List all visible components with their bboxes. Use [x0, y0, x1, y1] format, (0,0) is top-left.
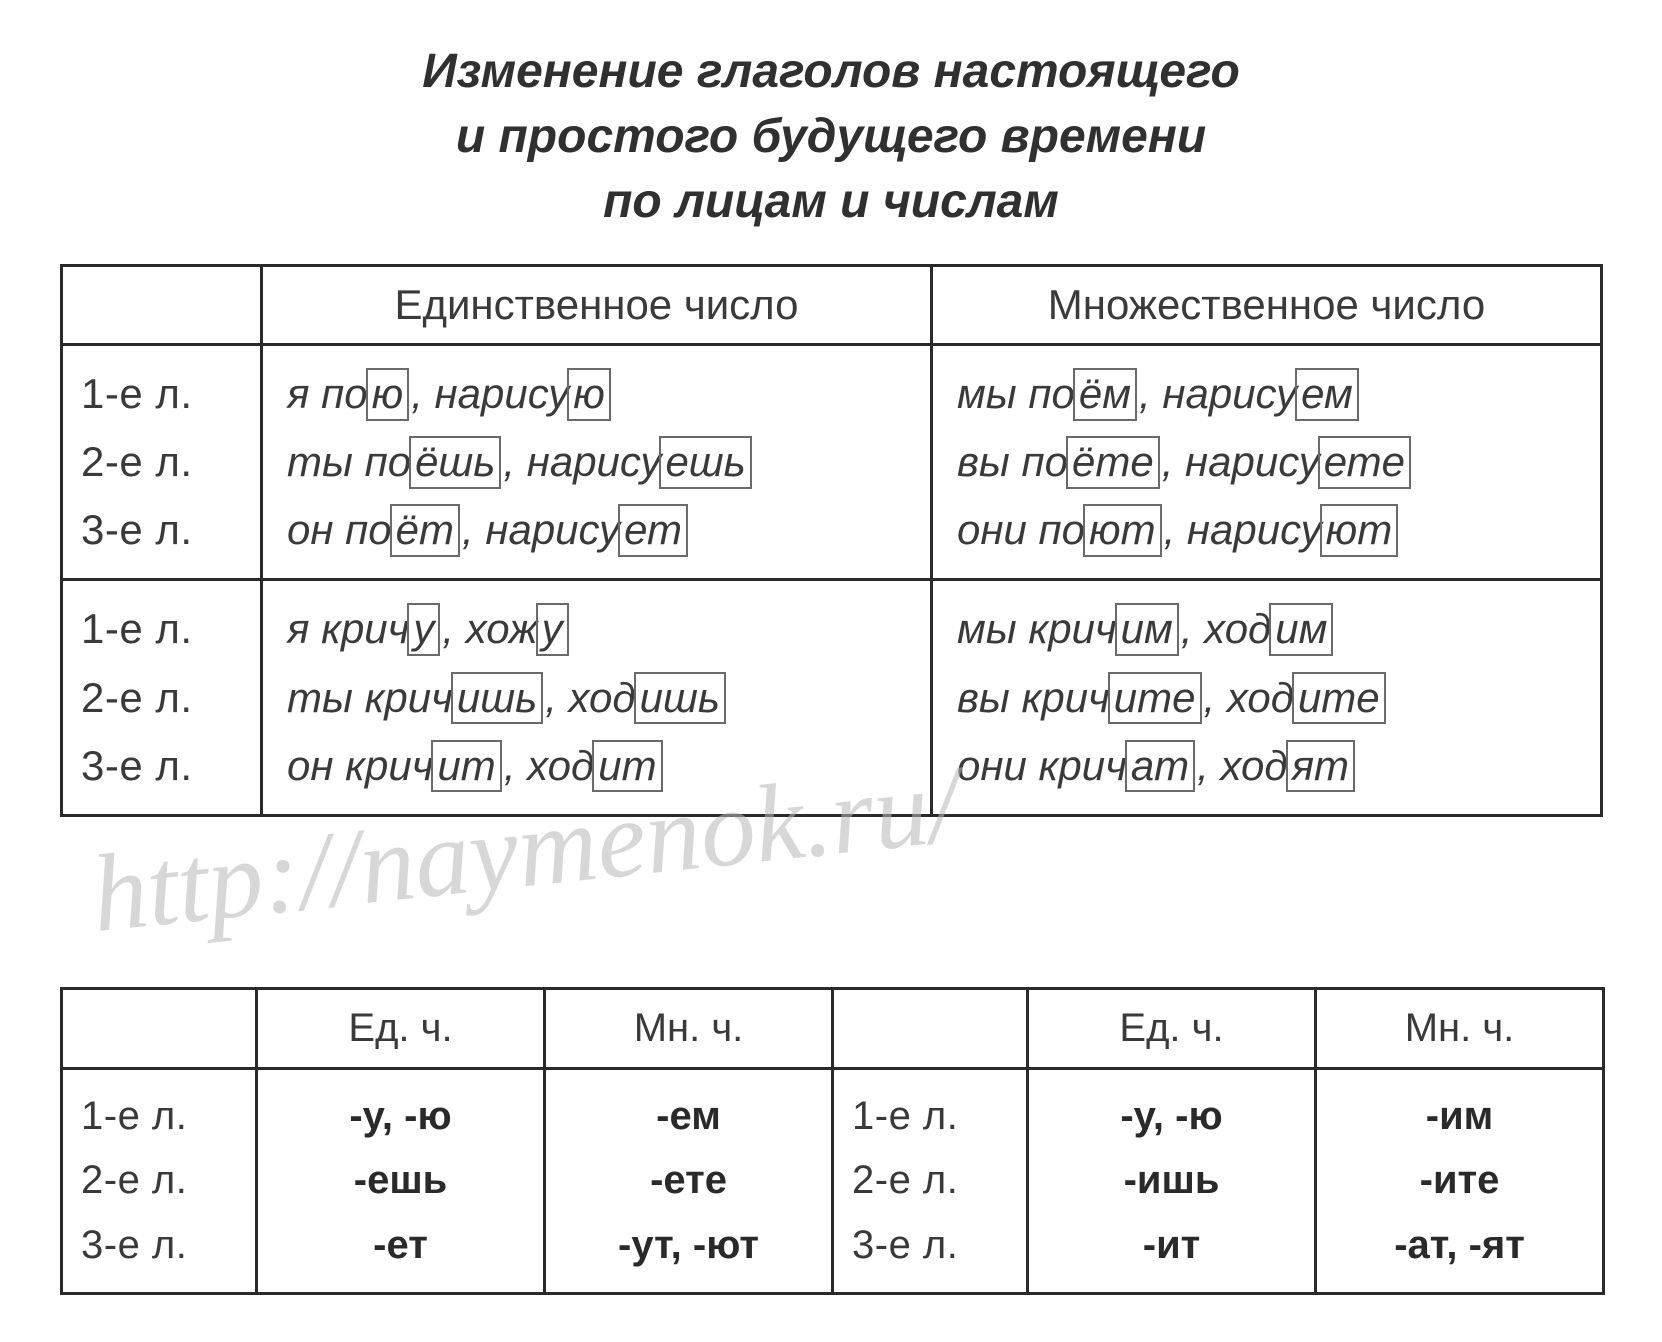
- conjugation-examples-table: Единственное число Множественное число 1…: [60, 264, 1603, 816]
- conj1-sg: -у, -ю -ешь -ет: [257, 1068, 545, 1293]
- form-line: они поют, нарисуют: [957, 496, 1588, 564]
- group1-singular: я пою, нарисую ты поёшь, нарисуешь он по…: [262, 345, 932, 580]
- group2-plural: мы кричим, ходим вы кричите, ходите они …: [932, 580, 1602, 815]
- form-line: вы поёте, нарисуете: [957, 428, 1588, 496]
- person-3: 3-е л.: [81, 732, 256, 800]
- header-blank: [833, 988, 1028, 1068]
- conj2-pl: -им -ите -ат, -ят: [1316, 1068, 1604, 1293]
- form-line: я пою, нарисую: [287, 360, 918, 428]
- persons-col: 1-е л. 2-е л. 3-е л.: [62, 1068, 257, 1293]
- person-3: 3-е л.: [81, 496, 256, 564]
- group1-plural: мы поём, нарисуем вы поёте, нарисуете он…: [932, 345, 1602, 580]
- group2-singular: я кричу, хожу ты кричишь, ходишь он крич…: [262, 580, 932, 815]
- persons-col: 1-е л. 2-е л. 3-е л.: [833, 1068, 1028, 1293]
- form-line: он кричит, ходит: [287, 732, 918, 800]
- conj1-pl: -ем -ете -ут, -ют: [545, 1068, 833, 1293]
- person-2: 2-е л.: [81, 664, 256, 732]
- persons-col: 1-е л. 2-е л. 3-е л.: [62, 345, 262, 580]
- form-line: он поёт, нарисует: [287, 496, 918, 564]
- form-line: мы поём, нарисуем: [957, 360, 1588, 428]
- form-line: мы кричим, ходим: [957, 595, 1588, 663]
- header-sg: Ед. ч.: [1028, 988, 1316, 1068]
- header-pl: Мн. ч.: [545, 988, 833, 1068]
- conj2-sg: -у, -ю -ишь -ит: [1028, 1068, 1316, 1293]
- header-blank: [62, 988, 257, 1068]
- group-2-row: 1-е л. 2-е л. 3-е л. я кричу, хожу ты кр…: [62, 580, 1602, 815]
- person-1: 1-е л.: [81, 360, 256, 428]
- header-singular: Единственное число: [262, 266, 932, 345]
- title-line-2: и простого будущего времени: [456, 110, 1206, 163]
- endings-summary-table: Ед. ч. Мн. ч. Ед. ч. Мн. ч. 1-е л. 2-е л…: [60, 987, 1605, 1295]
- form-line: ты кричишь, ходишь: [287, 664, 918, 732]
- group-1-row: 1-е л. 2-е л. 3-е л. я пою, нарисую ты п…: [62, 345, 1602, 580]
- endings-row: 1-е л. 2-е л. 3-е л. -у, -ю -ешь -ет -ем…: [62, 1068, 1604, 1293]
- person-2: 2-е л.: [81, 428, 256, 496]
- header-plural: Множественное число: [932, 266, 1602, 345]
- form-line: вы кричите, ходите: [957, 664, 1588, 732]
- header-blank: [62, 266, 262, 345]
- form-line: ты поёшь, нарисуешь: [287, 428, 918, 496]
- persons-col: 1-е л. 2-е л. 3-е л.: [62, 580, 262, 815]
- title-line-1: Изменение глаголов настоящего: [422, 45, 1240, 98]
- form-line: они кричат, ходят: [957, 732, 1588, 800]
- header-pl: Мн. ч.: [1316, 988, 1604, 1068]
- form-line: я кричу, хожу: [287, 595, 918, 663]
- page-title: Изменение глаголов настоящего и простого…: [60, 40, 1602, 234]
- title-line-3: по лицам и числам: [603, 175, 1059, 228]
- header-sg: Ед. ч.: [257, 988, 545, 1068]
- person-1: 1-е л.: [81, 595, 256, 663]
